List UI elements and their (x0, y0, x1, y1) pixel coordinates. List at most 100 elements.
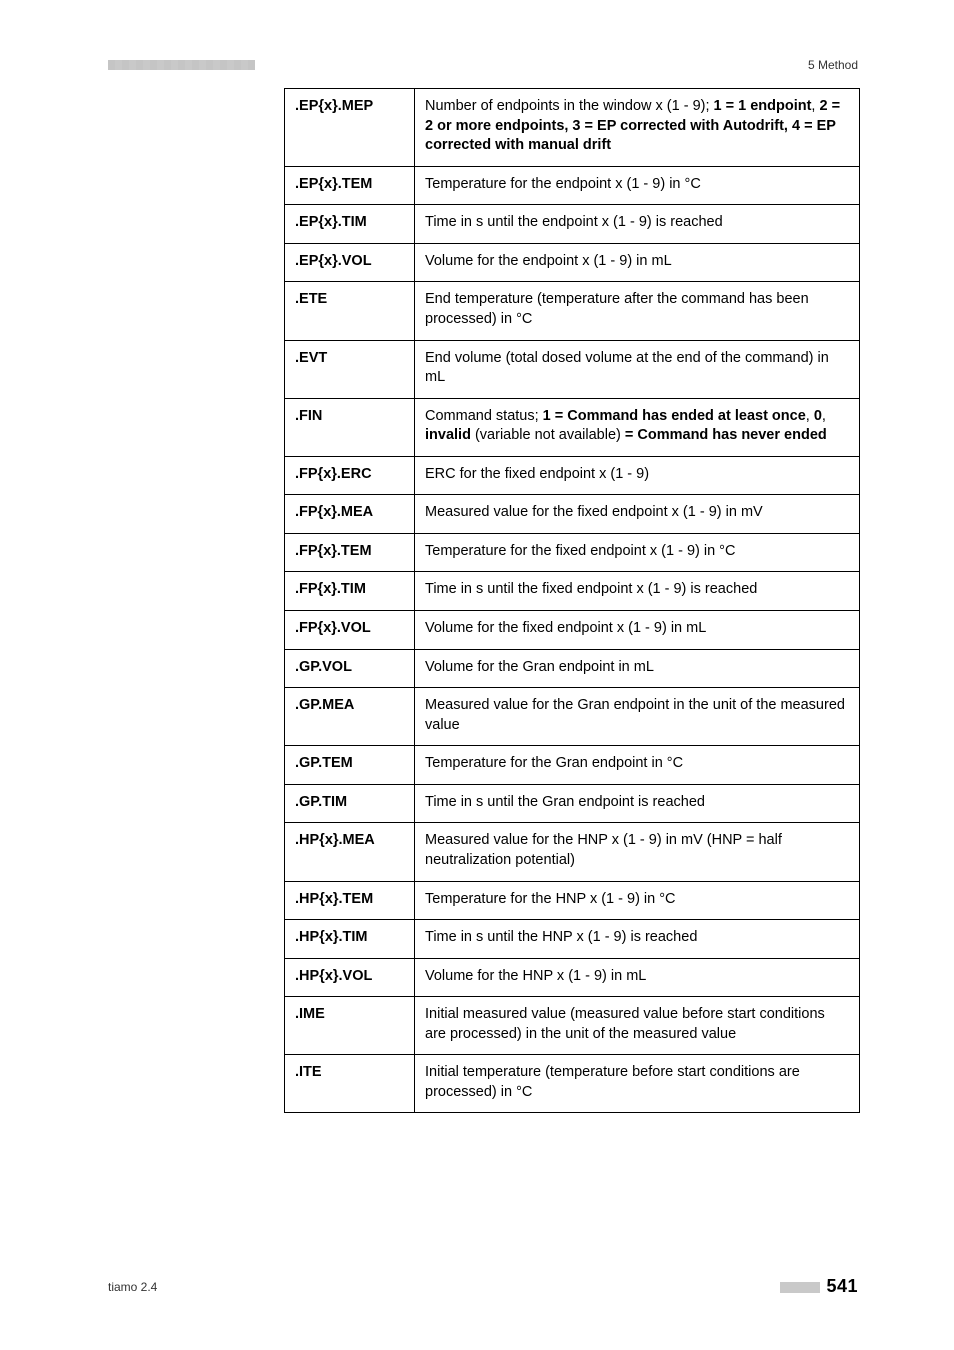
desc-text: Volume for the fixed endpoint x (1 - 9) … (425, 620, 706, 636)
variable-desc: Temperature for the endpoint x (1 - 9) i… (415, 166, 860, 205)
table-row: .ITE Initial temperature (temperature be… (285, 1055, 860, 1113)
footer-page-number: 541 (780, 1276, 858, 1298)
variable-desc: Initial temperature (temperature before … (415, 1055, 860, 1113)
table-row: .GP.TIM Time in s until the Gran endpoin… (285, 784, 860, 823)
desc-text: Temperature for the HNP x (1 - 9) in °C (425, 891, 676, 907)
desc-text: Volume for the HNP x (1 - 9) in mL (425, 968, 646, 984)
table-row: .GP.TEM Temperature for the Gran endpoin… (285, 746, 860, 785)
variable-desc: Time in s until the HNP x (1 - 9) is rea… (415, 920, 860, 959)
variable-key: .HP{x}.VOL (285, 958, 415, 997)
variable-key: .EP{x}.TIM (285, 205, 415, 244)
desc-bold: invalid (425, 427, 471, 443)
table-row: .HP{x}.MEA Measured value for the HNP x … (285, 823, 860, 881)
desc-text: Number of endpoints in the window x (1 -… (425, 98, 714, 114)
table-row: .EP{x}.MEP Number of endpoints in the wi… (285, 89, 860, 167)
table-row: .EVT End volume (total dosed volume at t… (285, 340, 860, 398)
variable-key: .EP{x}.TEM (285, 166, 415, 205)
desc-text: Measured value for the fixed endpoint x … (425, 504, 763, 520)
variable-desc: Initial measured value (measured value b… (415, 997, 860, 1055)
variable-desc: Volume for the Gran endpoint in mL (415, 649, 860, 688)
variable-desc: End temperature (temperature after the c… (415, 282, 860, 340)
table-row: .FP{x}.ERC ERC for the fixed endpoint x … (285, 456, 860, 495)
desc-text: Volume for the Gran endpoint in mL (425, 659, 654, 675)
variable-key: .GP.MEA (285, 688, 415, 746)
variable-key: .GP.VOL (285, 649, 415, 688)
variable-desc: Measured value for the fixed endpoint x … (415, 495, 860, 534)
variable-key: .GP.TEM (285, 746, 415, 785)
variable-key: .FP{x}.TIM (285, 572, 415, 611)
desc-text: Time in s until the fixed endpoint x (1 … (425, 581, 757, 597)
variable-key: .EP{x}.VOL (285, 243, 415, 282)
desc-bold: 1 = 1 endpoint (714, 98, 812, 114)
table-row: .FP{x}.MEA Measured value for the fixed … (285, 495, 860, 534)
variable-desc: Number of endpoints in the window x (1 -… (415, 89, 860, 167)
desc-text: End temperature (temperature after the c… (425, 291, 809, 327)
variable-key: .EP{x}.MEP (285, 89, 415, 167)
variable-key: .HP{x}.TEM (285, 881, 415, 920)
variable-key: .FP{x}.ERC (285, 456, 415, 495)
page: 5 Method .EP{x}.MEP Number of endpoints … (0, 0, 954, 1350)
table-row: .ETE End temperature (temperature after … (285, 282, 860, 340)
footer-product-label: tiamo 2.4 (108, 1280, 157, 1294)
desc-text: Temperature for the endpoint x (1 - 9) i… (425, 176, 701, 192)
desc-text: Volume for the endpoint x (1 - 9) in mL (425, 253, 672, 269)
variable-table: .EP{x}.MEP Number of endpoints in the wi… (284, 88, 860, 1113)
desc-text: End volume (total dosed volume at the en… (425, 350, 829, 386)
variable-desc: Time in s until the fixed endpoint x (1 … (415, 572, 860, 611)
table-row: .EP{x}.TEM Temperature for the endpoint … (285, 166, 860, 205)
variable-desc: Time in s until the endpoint x (1 - 9) i… (415, 205, 860, 244)
variable-desc: Time in s until the Gran endpoint is rea… (415, 784, 860, 823)
variable-desc: ERC for the fixed endpoint x (1 - 9) (415, 456, 860, 495)
desc-text: Measured value for the Gran endpoint in … (425, 697, 845, 733)
variable-table-body: .EP{x}.MEP Number of endpoints in the wi… (285, 89, 860, 1113)
table-row: .EP{x}.TIM Time in s until the endpoint … (285, 205, 860, 244)
variable-desc: Temperature for the Gran endpoint in °C (415, 746, 860, 785)
variable-key: .FP{x}.TEM (285, 533, 415, 572)
variable-desc: Command status; 1 = Command has ended at… (415, 398, 860, 456)
desc-text: , (822, 408, 826, 424)
desc-text: Initial temperature (temperature before … (425, 1064, 800, 1100)
header-decorative-bar (108, 60, 255, 70)
desc-text: Time in s until the endpoint x (1 - 9) i… (425, 214, 723, 230)
variable-key: .FP{x}.MEA (285, 495, 415, 534)
table-row: .FP{x}.TEM Temperature for the fixed end… (285, 533, 860, 572)
variable-key: .ITE (285, 1055, 415, 1113)
variable-key: .IME (285, 997, 415, 1055)
table-row: .GP.MEA Measured value for the Gran endp… (285, 688, 860, 746)
desc-bold: 0 (814, 408, 822, 424)
variable-desc: Volume for the endpoint x (1 - 9) in mL (415, 243, 860, 282)
header-section-label: 5 Method (808, 58, 858, 72)
page-number-value: 541 (826, 1276, 858, 1296)
variable-key: .HP{x}.TIM (285, 920, 415, 959)
desc-text: Temperature for the Gran endpoint in °C (425, 755, 683, 771)
desc-bold: 1 = Command has ended at least once (543, 408, 806, 424)
variable-desc: Temperature for the fixed endpoint x (1 … (415, 533, 860, 572)
variable-key: .FP{x}.VOL (285, 611, 415, 650)
desc-bold: = Command has never ended (625, 427, 827, 443)
desc-text: Measured value for the HNP x (1 - 9) in … (425, 832, 782, 868)
footer-decorative-bar (780, 1277, 820, 1298)
table-row: .GP.VOL Volume for the Gran endpoint in … (285, 649, 860, 688)
variable-key: .FIN (285, 398, 415, 456)
desc-text: Time in s until the HNP x (1 - 9) is rea… (425, 929, 697, 945)
desc-text: Time in s until the Gran endpoint is rea… (425, 794, 705, 810)
desc-text: , (806, 408, 814, 424)
variable-desc: Volume for the HNP x (1 - 9) in mL (415, 958, 860, 997)
variable-desc: Volume for the fixed endpoint x (1 - 9) … (415, 611, 860, 650)
variable-key: .HP{x}.MEA (285, 823, 415, 881)
variable-key: .ETE (285, 282, 415, 340)
table-row: .HP{x}.VOL Volume for the HNP x (1 - 9) … (285, 958, 860, 997)
table-row: .FIN Command status; 1 = Command has end… (285, 398, 860, 456)
variable-key: .EVT (285, 340, 415, 398)
variable-key: .GP.TIM (285, 784, 415, 823)
desc-text: ERC for the fixed endpoint x (1 - 9) (425, 466, 649, 482)
table-row: .FP{x}.TIM Time in s until the fixed end… (285, 572, 860, 611)
table-row: .EP{x}.VOL Volume for the endpoint x (1 … (285, 243, 860, 282)
variable-desc: Measured value for the Gran endpoint in … (415, 688, 860, 746)
desc-text: Command status; (425, 408, 543, 424)
variable-desc: Temperature for the HNP x (1 - 9) in °C (415, 881, 860, 920)
desc-text: Initial measured value (measured value b… (425, 1006, 825, 1042)
table-row: .IME Initial measured value (measured va… (285, 997, 860, 1055)
variable-desc: Measured value for the HNP x (1 - 9) in … (415, 823, 860, 881)
variable-desc: End volume (total dosed volume at the en… (415, 340, 860, 398)
